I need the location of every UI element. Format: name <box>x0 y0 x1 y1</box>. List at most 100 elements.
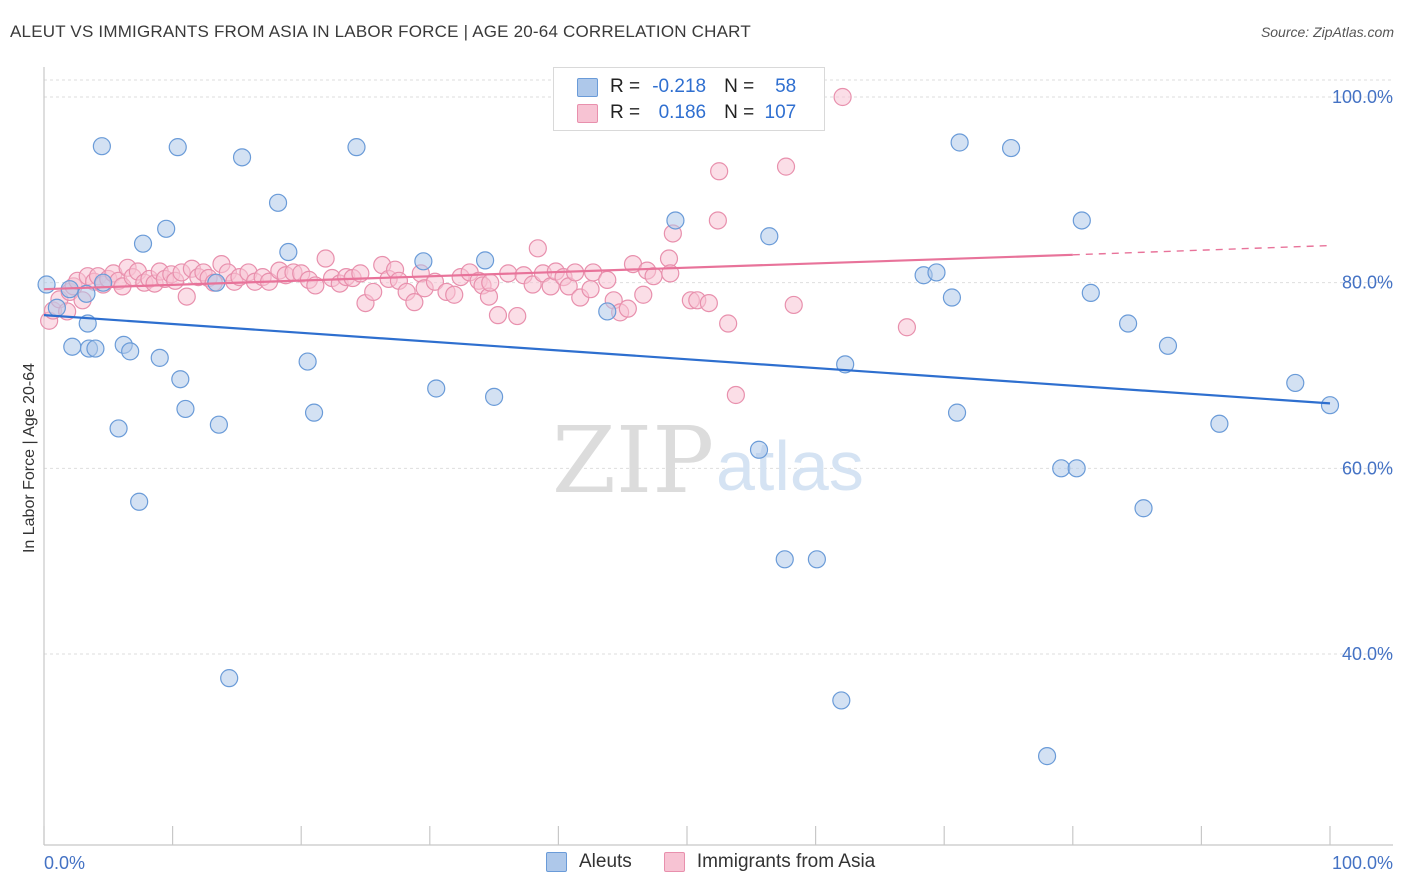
point-immigrants <box>177 287 196 306</box>
x-tick-label-min: 0.0% <box>44 853 85 873</box>
point-immigrants <box>425 272 445 291</box>
source-note: Source: ZipAtlas.com <box>1260 24 1394 40</box>
point-immigrants <box>833 87 852 107</box>
point-aleuts <box>1118 314 1138 333</box>
point-immigrants <box>784 295 803 315</box>
y-tick-label: 100.0% <box>1332 87 1393 107</box>
point-aleuts <box>1037 747 1057 766</box>
point-aleuts <box>414 252 433 271</box>
point-aleuts <box>950 133 969 152</box>
point-aleuts <box>666 211 685 230</box>
point-immigrants <box>528 239 547 258</box>
series-swatch-aleuts <box>546 852 567 872</box>
trend-line-immigrants-extrapolated <box>1072 244 1331 256</box>
point-aleuts <box>1134 499 1153 518</box>
point-immigrants <box>598 270 617 289</box>
point-immigrants <box>405 293 424 312</box>
point-aleuts <box>427 379 446 398</box>
watermark-atlas: atlas <box>716 427 864 505</box>
point-aleuts <box>475 251 495 270</box>
point-aleuts <box>1052 459 1071 478</box>
point-aleuts <box>942 288 962 307</box>
point-aleuts <box>77 284 96 303</box>
y-tick-labels: 40.0% 60.0% 80.0% 100.0% <box>1332 87 1393 664</box>
legend-r-value: -0.218 <box>652 76 707 97</box>
series-legend-aleuts[interactable]: Aleuts <box>546 851 632 873</box>
trend-line-aleuts <box>43 314 1331 405</box>
point-aleuts <box>130 492 149 511</box>
point-immigrants <box>481 273 500 292</box>
trend-line-immigrants <box>43 253 1073 291</box>
series-legend-immigrants[interactable]: Immigrants from Asia <box>663 851 876 873</box>
point-aleuts <box>47 298 66 317</box>
point-immigrants <box>445 285 464 304</box>
point-immigrants <box>584 263 603 282</box>
series-legend: Aleuts Immigrants from Asia <box>546 851 907 873</box>
point-aleuts <box>1067 459 1086 478</box>
point-aleuts <box>927 263 946 282</box>
point-aleuts <box>1072 211 1091 230</box>
point-immigrants <box>316 249 335 268</box>
legend-swatch-immigrants <box>577 103 598 123</box>
chart-title: ALEUT VS IMMIGRANTS FROM ASIA IN LABOR F… <box>10 22 751 41</box>
y-tick-label: 60.0% <box>1342 458 1393 478</box>
point-aleuts <box>86 339 105 358</box>
point-aleuts <box>749 440 769 459</box>
point-aleuts <box>775 550 794 569</box>
legend-row-aleuts: R = -0.218 N = 58 <box>554 74 796 100</box>
point-aleuts <box>807 550 826 569</box>
legend-n-label: N = <box>724 102 755 123</box>
point-aleuts <box>298 352 317 371</box>
stats-legend: R = -0.218 N = 58 R = 0.186 N = 107 <box>553 67 825 131</box>
point-aleuts <box>598 302 617 321</box>
legend-r-label: R = <box>610 76 641 97</box>
point-aleuts <box>171 370 190 389</box>
series-label-aleuts: Aleuts <box>579 851 632 872</box>
point-aleuts <box>220 669 239 688</box>
point-aleuts <box>347 138 366 157</box>
point-aleuts <box>1210 414 1229 433</box>
point-immigrants <box>897 318 917 337</box>
point-aleuts <box>92 137 111 156</box>
point-aleuts <box>947 403 967 422</box>
point-aleuts <box>232 148 252 167</box>
watermark: ZIP atlas <box>552 407 864 514</box>
point-immigrants <box>508 306 527 326</box>
point-aleuts <box>168 138 187 157</box>
point-aleuts <box>1158 336 1178 355</box>
point-aleuts <box>1320 396 1340 415</box>
point-immigrants <box>710 162 729 181</box>
point-aleuts <box>176 399 195 419</box>
point-aleuts <box>37 275 56 294</box>
axes <box>43 67 1393 846</box>
point-immigrants <box>634 285 653 304</box>
point-aleuts <box>836 355 855 374</box>
point-immigrants <box>488 306 508 325</box>
trend-lines <box>43 244 1331 405</box>
point-immigrants <box>523 275 542 294</box>
y-tick-label: 80.0% <box>1342 273 1393 293</box>
point-immigrants <box>581 280 600 299</box>
points <box>37 87 1340 766</box>
legend-n-label: N = <box>724 76 755 97</box>
point-immigrants <box>776 157 796 176</box>
point-aleuts <box>157 219 176 238</box>
series-swatch-immigrants <box>663 852 685 872</box>
legend-r-value: 0.186 <box>658 102 707 123</box>
point-aleuts <box>279 242 298 262</box>
point-aleuts <box>304 403 324 422</box>
point-aleuts <box>150 348 169 367</box>
watermark-zip: ZIP <box>552 407 714 514</box>
point-aleuts <box>1081 283 1100 302</box>
point-aleuts <box>121 342 140 361</box>
point-aleuts <box>1001 138 1021 158</box>
series-label-immigrants: Immigrants from Asia <box>696 851 876 872</box>
point-aleuts <box>760 227 779 246</box>
y-tick-label: 40.0% <box>1342 644 1393 664</box>
point-immigrants <box>618 299 637 318</box>
legend-r-label: R = <box>610 102 641 123</box>
point-aleuts <box>63 337 82 356</box>
point-immigrants <box>364 282 383 302</box>
legend-row-immigrants: R = 0.186 N = 107 <box>554 100 796 126</box>
legend-n-value: 107 <box>764 102 797 123</box>
